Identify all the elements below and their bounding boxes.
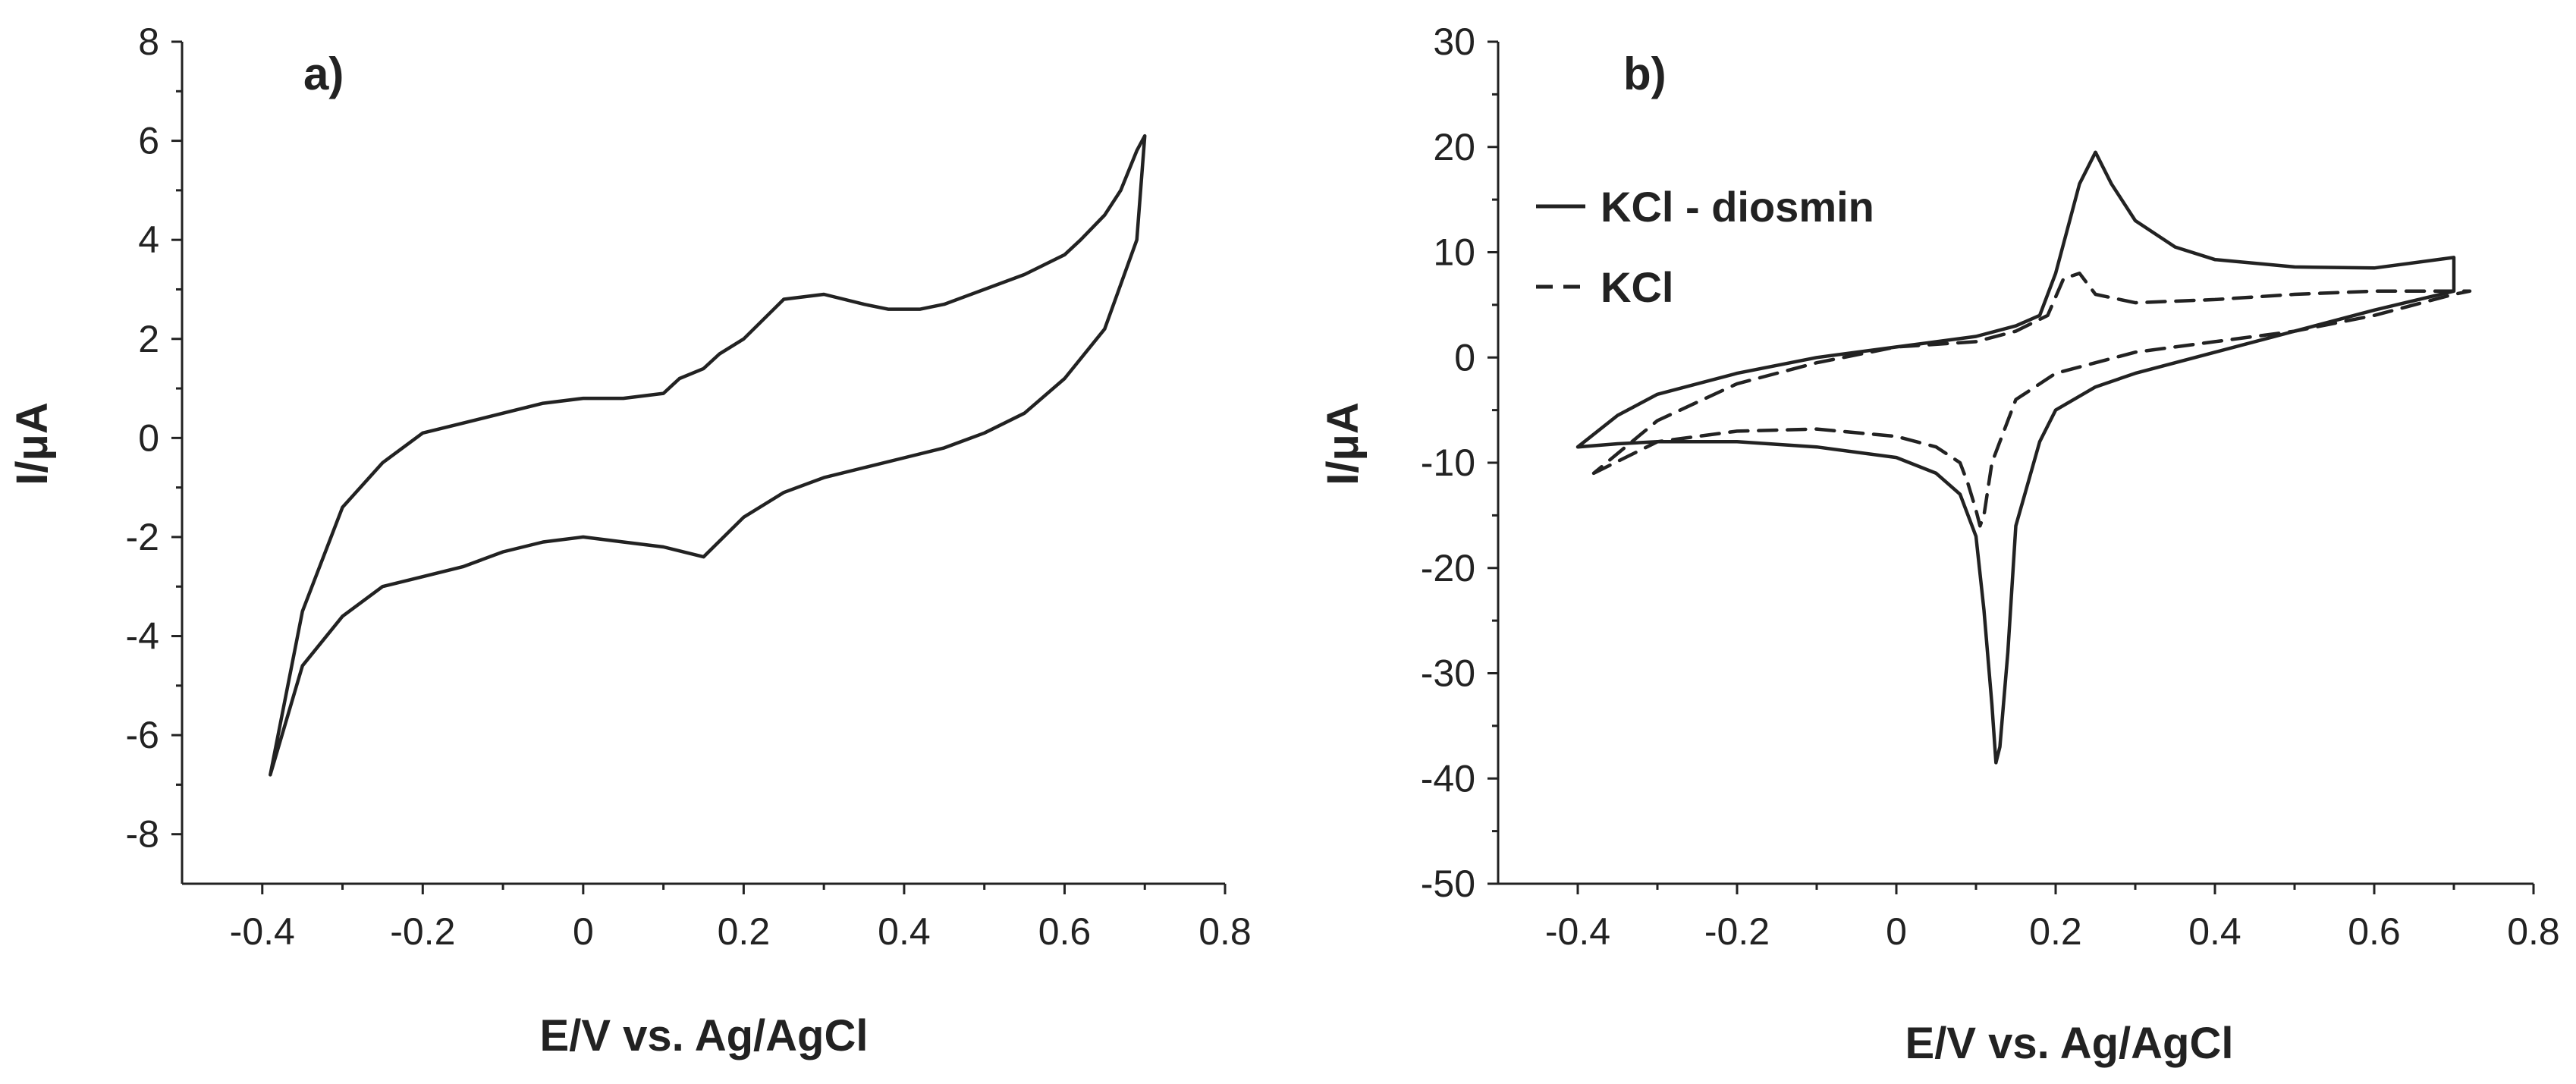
panel-b-x-axis-label: E/V vs. Ag/AgCl [1905, 1019, 2234, 1068]
panel-b-label: b) [1623, 49, 1667, 99]
series-line-kcl-diosmin [1575, 150, 2456, 765]
panel-b-chart: b) E/V vs. Ag/AgCl I/μA KCl - diosmin KC… [1318, 20, 2560, 1068]
panel-b-y-axis-label: I/μA [1318, 402, 1368, 485]
x-tick-label: 0.2 [718, 910, 771, 953]
y-tick-label: -6 [126, 714, 159, 756]
x-tick-label: 0 [573, 910, 594, 953]
y-tick-label: -20 [1421, 547, 1475, 589]
series-line-cv-curve [269, 134, 1147, 777]
panel-a-x-axis-label: E/V vs. Ag/AgCl [540, 1011, 869, 1060]
legend: KCl - diosmin KCl [1536, 183, 1874, 311]
y-tick-label: 6 [138, 120, 159, 162]
x-tick-label: -0.2 [1704, 910, 1770, 953]
x-tick-label: 0.4 [878, 910, 931, 953]
y-tick-label: -30 [1421, 652, 1475, 695]
legend-label-kcl-diosmin: KCl - diosmin [1601, 183, 1874, 231]
y-tick-label: -50 [1421, 862, 1475, 905]
x-tick-label: 0 [1886, 910, 1907, 953]
panel-a-label: a) [303, 49, 344, 99]
x-tick-label: -0.2 [390, 910, 455, 953]
y-tick-label: -2 [126, 516, 159, 558]
x-tick-label: 0.6 [2348, 910, 2401, 953]
x-tick-label: 0.4 [2188, 910, 2241, 953]
series-line-kcl [1591, 272, 2472, 528]
y-tick-label: -40 [1421, 757, 1475, 800]
y-tick-label: -8 [126, 813, 159, 856]
y-tick-label: -4 [126, 615, 159, 658]
y-tick-label: 0 [1454, 336, 1475, 379]
y-tick-label: 30 [1433, 20, 1475, 63]
x-tick-label: 0.8 [2507, 910, 2560, 953]
y-tick-label: 4 [138, 218, 159, 261]
legend-label-kcl: KCl [1601, 263, 1673, 311]
x-tick-label: -0.4 [230, 910, 295, 953]
panel-a-chart: a) E/V vs. Ag/AgCl I/μA -8 -6 -4 -2 0 2 4 6 8 -0.… [8, 20, 1252, 1060]
y-tick-label: 0 [138, 416, 159, 459]
y-tick-label: 2 [138, 318, 159, 360]
x-tick-label: 0.2 [2029, 910, 2082, 953]
y-tick-label: -10 [1421, 441, 1475, 484]
y-tick-label: 8 [138, 20, 159, 63]
x-tick-label: -0.4 [1545, 910, 1610, 953]
y-tick-label: 20 [1433, 126, 1475, 168]
panel-a-y-axis-label: I/μA [8, 402, 57, 485]
x-tick-label: 0.8 [1198, 910, 1252, 953]
x-tick-label: 0.6 [1038, 910, 1092, 953]
y-tick-label: 10 [1433, 231, 1475, 274]
